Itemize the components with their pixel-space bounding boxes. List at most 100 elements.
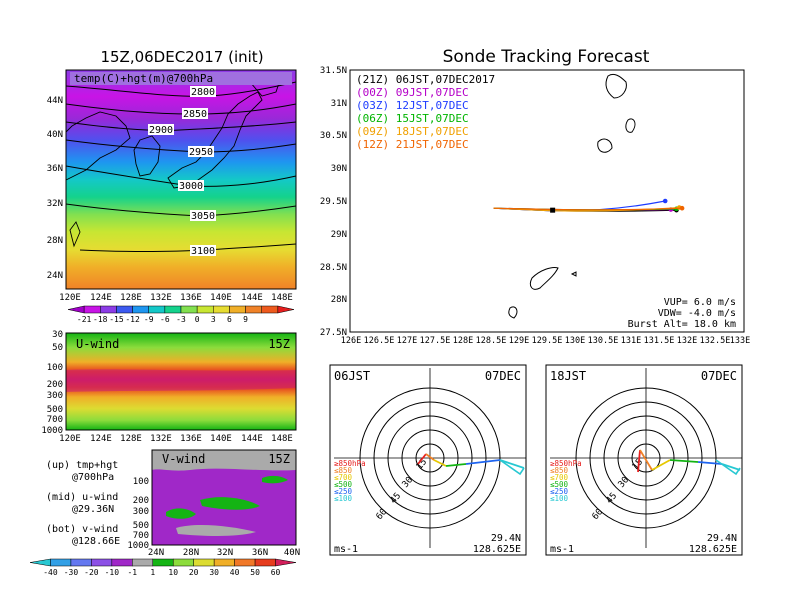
korea-coast: [133, 135, 161, 177]
uwind-y-1000: 1000: [41, 426, 63, 436]
legend-12z: (12Z) 21JST,07DEC: [356, 138, 469, 151]
uwind-x-128e: 128E: [120, 434, 142, 444]
polar-legend-entry: ≥850hPa: [334, 459, 366, 468]
colorbar-swatch: [193, 558, 215, 567]
china-coast: [65, 111, 131, 181]
track-y-29-5n: 29.5N: [320, 197, 347, 207]
track-islands: [508, 73, 636, 319]
island-east-1: [625, 118, 636, 133]
lat-tick-24n: 24N: [47, 271, 63, 281]
track-y-27-5n: 27.5N: [320, 328, 347, 338]
colorbar-tick-label: -30: [64, 568, 79, 577]
legend-06z: (06Z) 15JST,07DEC: [356, 112, 469, 125]
uwind-jet-core: [66, 369, 296, 392]
colorbar-swatch: [213, 558, 235, 567]
uwind-y-ticks: 30 50 100 200 300 500 700 1000: [41, 330, 63, 436]
polar-legend-entry: ≤850: [334, 466, 353, 475]
track-y-31n: 31N: [331, 99, 347, 109]
track-y-28-5n: 28.5N: [320, 263, 347, 273]
contour-2900: [65, 121, 297, 132]
lat-tick-32n: 32N: [47, 199, 63, 209]
colorbar-swatch: [277, 305, 295, 314]
lon-tick-120e: 120E: [59, 293, 81, 303]
hodograph-segment: [639, 449, 653, 471]
trajectory-end-point: [679, 205, 685, 211]
polar-legend-entry: ≤500: [334, 480, 353, 489]
temp-colorbar: -21 -18 -15 -12 -9 -6 -3 0 3 6 9: [67, 305, 295, 324]
uwind-panel: U-wind 15Z 30 50 100 200 300 500 700 100…: [41, 330, 297, 444]
track-x-129-5e: 129.5E: [532, 336, 563, 346]
uwind-frame: [65, 332, 297, 431]
track-x-130e: 130E: [565, 336, 585, 346]
vwind-y-500: 500: [133, 521, 149, 531]
temp-map-frame: [65, 69, 297, 290]
colorbar-tick-label: -6: [160, 315, 170, 324]
island-amami: [529, 267, 559, 290]
track-x-132e: 132E: [677, 336, 697, 346]
track-x-131e: 131E: [621, 336, 641, 346]
contour-label-3100: 3100: [191, 246, 215, 257]
vwind-green-patch-3: [262, 475, 288, 484]
lat-tick-44n: 44N: [47, 96, 63, 106]
launch-marker: [550, 207, 556, 213]
vwind-x-36n: 36N: [252, 548, 268, 558]
colorbar-swatch: [111, 558, 133, 567]
colorbar-swatch: [180, 305, 198, 314]
param-burst: Burst Alt= 18.0 km: [628, 319, 736, 330]
colorbar-tick-label: 3: [211, 315, 216, 324]
polar-legend-entry: ≤100: [334, 494, 353, 503]
colorbar-tick-label: -3: [176, 315, 186, 324]
colorbar-tick-label: -15: [109, 315, 124, 324]
lon-tick-128e: 128E: [120, 293, 142, 303]
track-x-127-5e: 127.5E: [420, 336, 451, 346]
uwind-y-500: 500: [47, 405, 63, 415]
colorbar-swatch: [50, 558, 72, 567]
track-x-126-5e: 126.5E: [364, 336, 395, 346]
polar-left-lat: 29.4N: [491, 533, 521, 544]
colorbar-tick-label: -9: [144, 315, 154, 324]
polar-legend-entry: ≤250: [550, 487, 569, 496]
polar-right-lat: 29.4N: [707, 533, 737, 544]
colorbar-swatch: [132, 305, 149, 314]
contour-label-2800: 2800: [191, 87, 215, 98]
hodograph-segment: [433, 459, 447, 467]
colorbar-tick-label: 60: [271, 568, 281, 577]
vwind-y-100: 100: [133, 477, 149, 487]
vwind-x-ticks: 24N 28N 32N 36N 40N: [148, 548, 300, 558]
legend-09z: (09Z) 18JST,07DEC: [356, 125, 469, 138]
trajectory-end-point: [662, 198, 668, 204]
colorbar-tick-label: -40: [43, 568, 58, 577]
uwind-x-ticks: 120E 124E 128E 132E 136E 140E 144E 148E: [59, 434, 293, 444]
track-y-30-5n: 30.5N: [320, 131, 347, 141]
hodograph-segment: [417, 453, 427, 465]
contour-label-3050: 3050: [191, 211, 215, 222]
track-y-ticks: 31.5N 31N 30.5N 30N 29.5N 29N 28.5N 28N …: [320, 66, 347, 338]
polar-legend-entry: ≤700: [550, 473, 569, 482]
vwind-x-40n: 40N: [284, 548, 300, 558]
colorbar-swatch: [67, 305, 85, 314]
hodograph-segment: [721, 463, 741, 471]
track-x-133e: 133E: [730, 336, 750, 346]
polar-right-unit: ms-1: [550, 544, 574, 555]
track-y-31-5n: 31.5N: [320, 66, 347, 76]
colorbar-swatch: [91, 558, 113, 567]
uwind-y-50: 50: [52, 343, 63, 353]
vwind-y-700: 700: [133, 531, 149, 541]
vwind-label: V-wind: [162, 452, 205, 466]
colorbar-tick-label: -12: [125, 315, 140, 324]
polar-panel-right: 18JST 07DEC 29.4N 128.625E ms-1 15304560…: [545, 364, 743, 556]
colorbar-tick-label: 6: [227, 315, 232, 324]
colorbar-swatch: [100, 305, 117, 314]
track-x-128-5e: 128.5E: [476, 336, 507, 346]
param-vdw: VDW= -4.0 m/s: [658, 308, 736, 319]
uwind-y-200: 200: [47, 380, 63, 390]
polar-left-lon: 128.625E: [473, 544, 521, 555]
island-small-1: [570, 271, 577, 277]
legend-21z: (21Z) 06JST,07DEC2017: [356, 73, 495, 86]
island-north: [605, 73, 627, 99]
track-legend: (21Z) 06JST,07DEC2017 (00Z) 09JST,07DEC …: [356, 73, 495, 151]
colorbar-swatch: [254, 558, 276, 567]
main-title: Sonde Tracking Forecast: [443, 47, 650, 67]
trajectory-line: [493, 207, 683, 211]
uwind-x-140e: 140E: [210, 434, 232, 444]
